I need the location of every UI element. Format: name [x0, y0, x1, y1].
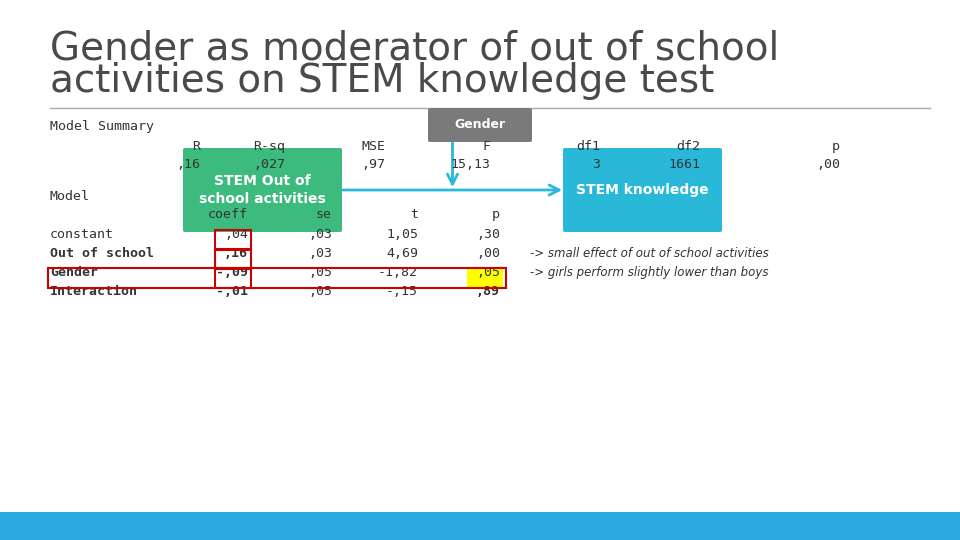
Text: df1: df1 [576, 140, 600, 153]
Bar [467, 268, 503, 288]
Text: 3: 3 [592, 158, 600, 171]
Text: Out of school: Out of school [50, 247, 154, 260]
Text: 4,69: 4,69 [386, 247, 418, 260]
Text: ,03: ,03 [308, 247, 332, 260]
Text: activities on STEM knowledge test: activities on STEM knowledge test [50, 62, 714, 100]
FancyBboxPatch shape [183, 148, 342, 232]
Text: R-sq: R-sq [253, 140, 285, 153]
Text: ,16: ,16 [176, 158, 200, 171]
Text: ,00: ,00 [816, 158, 840, 171]
Text: ,027: ,027 [253, 158, 285, 171]
Text: STEM Out of
school activities: STEM Out of school activities [199, 174, 325, 206]
Text: -,15: -,15 [386, 285, 418, 298]
Text: ,00: ,00 [476, 247, 500, 260]
Text: ,05: ,05 [476, 266, 500, 279]
Text: ,16: ,16 [224, 247, 248, 260]
Text: ,97: ,97 [361, 158, 385, 171]
Text: -,09: -,09 [216, 266, 248, 279]
Bar [215, 249, 251, 269]
Text: ,05: ,05 [308, 266, 332, 279]
Text: -> small effect of out of school activities: -> small effect of out of school activit… [530, 247, 769, 260]
Text: p: p [832, 140, 840, 153]
Bar [215, 230, 251, 250]
Text: MSE: MSE [361, 140, 385, 153]
Text: -1,82: -1,82 [378, 266, 418, 279]
Text: Model: Model [50, 190, 90, 203]
Text: R: R [192, 140, 200, 153]
Text: se: se [316, 208, 332, 221]
Text: -> girls perform slightly lower than boys: -> girls perform slightly lower than boy… [530, 266, 769, 279]
Text: ,04: ,04 [224, 228, 248, 241]
Text: -,01: -,01 [216, 285, 248, 298]
Text: 1,05: 1,05 [386, 228, 418, 241]
FancyBboxPatch shape [428, 108, 532, 142]
FancyBboxPatch shape [563, 148, 722, 232]
Bar [48, 268, 506, 288]
Text: ,03: ,03 [308, 228, 332, 241]
Text: ,30: ,30 [476, 228, 500, 241]
Text: coeff: coeff [208, 208, 248, 221]
Text: p: p [492, 208, 500, 221]
Text: ,05: ,05 [308, 285, 332, 298]
Bar [215, 268, 251, 288]
Text: Gender as moderator of out of school: Gender as moderator of out of school [50, 30, 780, 68]
Text: Interaction: Interaction [50, 285, 138, 298]
Text: df2: df2 [676, 140, 700, 153]
Text: t: t [410, 208, 418, 221]
Text: 1661: 1661 [668, 158, 700, 171]
Text: Gender: Gender [454, 118, 506, 132]
Text: Model Summary: Model Summary [50, 120, 154, 133]
Text: F: F [482, 140, 490, 153]
Bar [0, 512, 960, 540]
Text: 15,13: 15,13 [450, 158, 490, 171]
Text: Gender: Gender [50, 266, 98, 279]
Text: ,89: ,89 [476, 285, 500, 298]
Text: STEM knowledge: STEM knowledge [576, 183, 708, 197]
Text: constant: constant [50, 228, 114, 241]
